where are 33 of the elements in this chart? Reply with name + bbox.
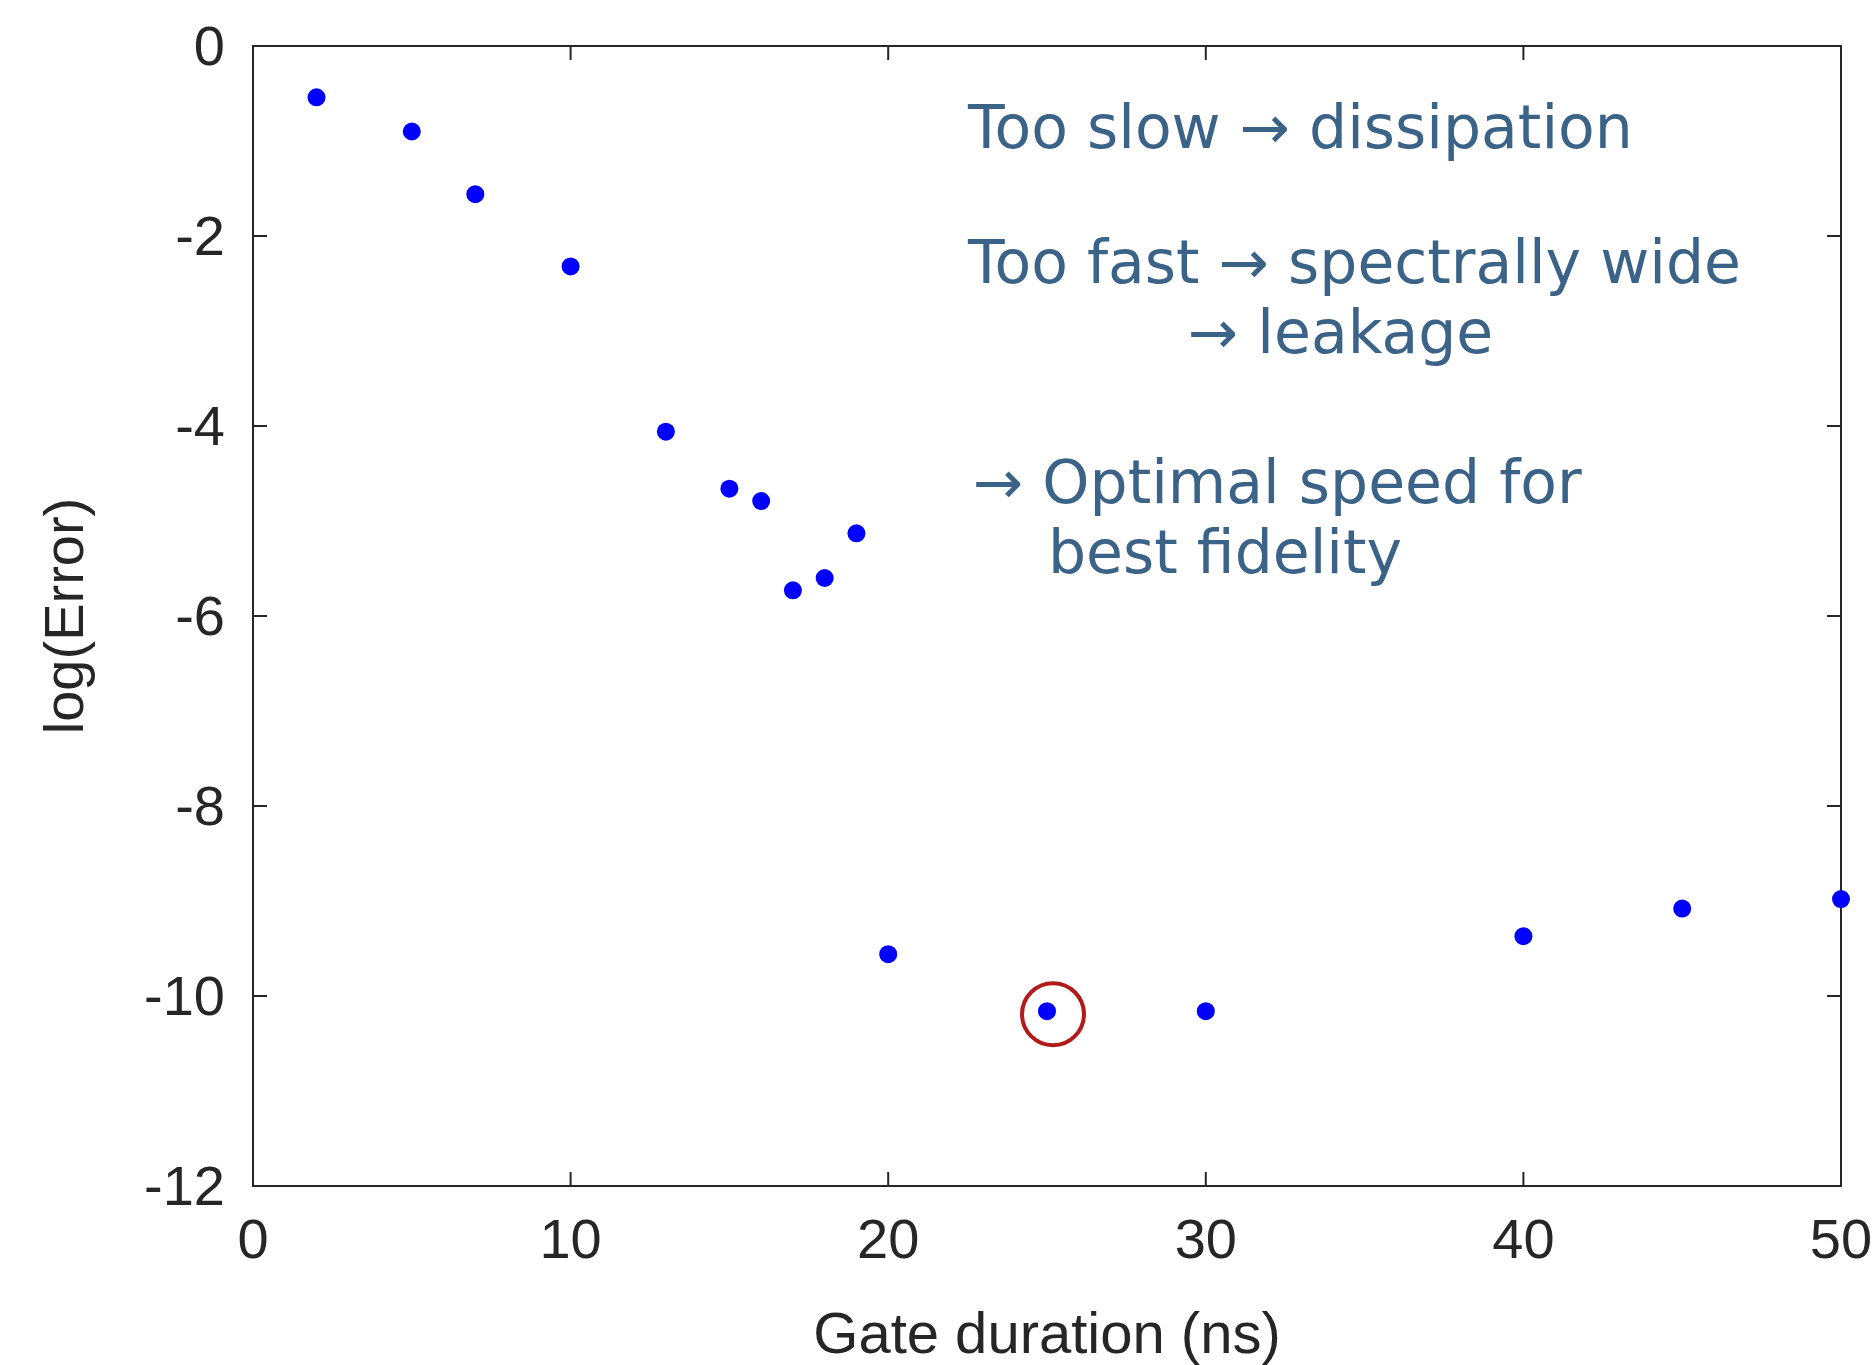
- point: [783, 581, 802, 600]
- x-tick-label: 30: [1174, 1207, 1237, 1270]
- x-tick-label: 20: [857, 1207, 920, 1270]
- annotation: Too slow → dissipation: [967, 92, 1633, 162]
- point: [1514, 927, 1533, 946]
- x-tick-label: 50: [1809, 1207, 1872, 1270]
- y-axis-title: log(Error): [32, 497, 95, 735]
- y-tick-label: -2: [175, 204, 225, 267]
- y-tick-label: -8: [175, 774, 225, 837]
- x-tick-label: 10: [539, 1207, 602, 1270]
- point: [752, 492, 771, 511]
- annotation: Too fast → spectrally wide → leakage: [967, 227, 1741, 367]
- point: [720, 479, 739, 498]
- y-tick-label: -4: [175, 394, 225, 457]
- point: [815, 569, 834, 587]
- x-axis-title: Gate duration (ns): [813, 1300, 1281, 1365]
- x-tick-label: 0: [237, 1207, 269, 1270]
- y-tick-label: -12: [144, 1154, 225, 1217]
- point: [466, 185, 485, 204]
- point: [1832, 890, 1850, 909]
- point: [847, 524, 866, 543]
- point: [561, 257, 580, 276]
- y-tick-label: -6: [175, 584, 225, 647]
- annotation: → Optimal speed for best fidelity: [973, 447, 1582, 587]
- y-tick-label: 0: [193, 14, 225, 77]
- point: [1196, 1002, 1215, 1021]
- y-tick-label: -10: [144, 964, 225, 1027]
- point: [402, 122, 421, 141]
- point: [656, 422, 675, 441]
- x-tick-label: 40: [1492, 1207, 1555, 1270]
- point: [307, 88, 326, 107]
- point: [879, 945, 898, 964]
- point: [1673, 899, 1692, 918]
